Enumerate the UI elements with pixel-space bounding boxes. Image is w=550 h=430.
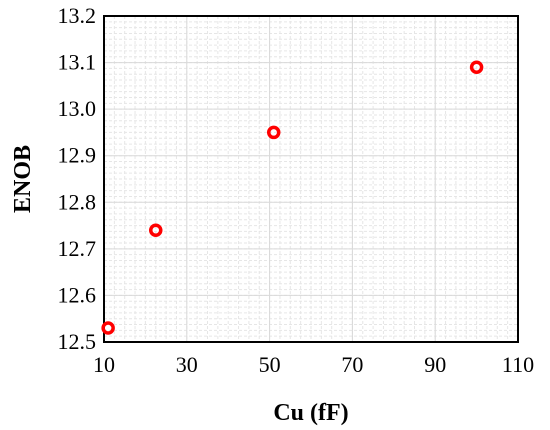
x-tick-label: 90 [424,352,446,377]
data-point [469,60,484,74]
x-axis-ticks: 10 30 50 70 90 110 [93,352,534,377]
x-tick-label: 50 [259,352,281,377]
x-tick-label: 110 [502,352,534,377]
plot-frame [103,15,519,343]
y-tick-label: 12.9 [58,143,97,168]
x-tick-label: 10 [93,352,115,377]
x-axis-title: Cu (fF) [273,400,348,426]
grid [103,15,519,343]
y-tick-label: 12.5 [58,329,97,354]
y-tick-label: 13.1 [58,50,97,75]
y-tick-label: 13.2 [58,3,97,28]
x-tick-label: 70 [341,352,363,377]
y-tick-label: 12.7 [58,236,97,261]
y-tick-label: 12.6 [58,282,97,307]
data-point [266,125,281,140]
y-tick-label: 13.0 [58,96,97,121]
x-tick-label: 30 [176,352,198,377]
y-tick-label: 12.8 [58,189,97,214]
y-axis-title: ENOB [10,145,36,213]
y-axis-ticks: 12.5 12.6 12.7 12.8 12.9 13.0 13.1 13.2 [58,3,97,354]
data-point [101,321,115,335]
data-point [149,223,163,237]
data-points [101,60,484,335]
